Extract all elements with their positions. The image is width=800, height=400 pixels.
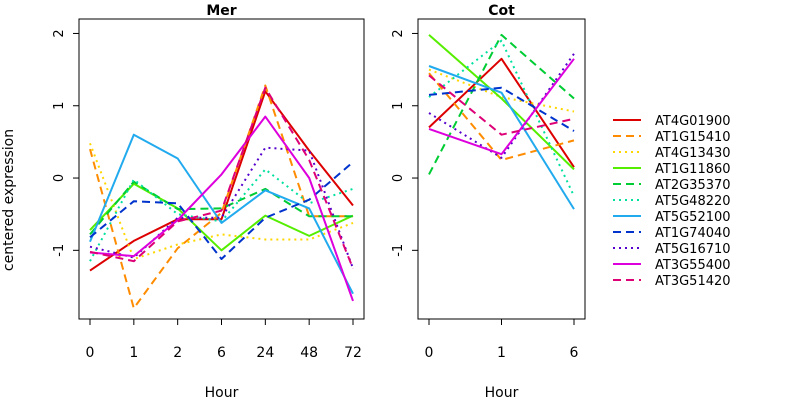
legend-label: AT2G35370 xyxy=(655,178,731,193)
legend-item: AT1G74040 xyxy=(613,226,731,241)
plot-frame-cot xyxy=(417,18,586,320)
legend-label: AT3G55400 xyxy=(655,258,731,273)
legend-label: AT4G13430 xyxy=(655,146,731,161)
legend-item: AT5G52100 xyxy=(613,210,731,225)
series-line-at3g55400-cot xyxy=(428,58,575,156)
legend-item: AT4G13430 xyxy=(613,146,731,161)
x-axis-label-cot: Hour xyxy=(485,385,519,400)
x-axis-cot: 0 1 6 xyxy=(425,319,579,361)
y-tick-label-mer: 0 xyxy=(52,174,67,182)
series-line-at1g15410-mer xyxy=(89,84,353,310)
series-line-at3g51420-cot xyxy=(428,74,575,136)
legend-item: AT1G15410 xyxy=(613,130,731,145)
series-lines-cot xyxy=(428,33,575,210)
x-tick-label-mer: 6 xyxy=(217,345,226,361)
plot-frame-mer xyxy=(78,18,365,320)
legend-label: AT5G16710 xyxy=(655,242,731,257)
y-tick-label-mer: -1 xyxy=(52,244,67,257)
x-tick-label-cot: 1 xyxy=(497,345,506,361)
series-line-at5g52100-cot xyxy=(428,65,575,210)
legend-label: AT5G52100 xyxy=(655,210,731,225)
legend-item: AT2G35370 xyxy=(613,178,731,193)
series-line-at1g11860-cot xyxy=(428,34,575,171)
y-tick-label-cot: 1 xyxy=(391,102,406,110)
y-tick-label-mer: 2 xyxy=(52,29,67,37)
legend-item: AT3G55400 xyxy=(613,258,731,273)
y-tick-label-cot: 2 xyxy=(391,29,406,37)
y-axis-mer: -1 0 1 2 xyxy=(52,29,79,257)
panel-title-cot: Cot xyxy=(488,3,515,19)
x-tick-label-mer: 0 xyxy=(86,345,95,361)
x-tick-label-cot: 6 xyxy=(570,345,579,361)
panel-mer: Mer -1 0 1 2 0 1 2 6 24 48 72 Hour xyxy=(52,3,365,400)
series-line-at3g51420-mer xyxy=(89,86,354,269)
series-line-at5g48220-cot xyxy=(428,39,575,197)
series-line-at5g52100-mer xyxy=(89,133,354,295)
x-tick-label-mer: 1 xyxy=(129,345,138,361)
x-tick-label-cot: 0 xyxy=(425,345,434,361)
series-line-at1g74040-mer xyxy=(89,161,354,260)
series-line-at5g16710-cot xyxy=(428,53,575,159)
panel-title-mer: Mer xyxy=(206,3,236,19)
y-axis-label: centered expression xyxy=(1,129,17,271)
series-line-at1g74040-cot xyxy=(428,86,575,132)
series-line-at3g55400-mer xyxy=(89,115,354,302)
legend-label: AT4G01900 xyxy=(655,114,731,129)
legend-label: AT1G15410 xyxy=(655,130,731,145)
x-axis-mer: 0 1 2 6 24 48 72 xyxy=(86,319,362,361)
series-line-at4g01900-cot xyxy=(428,57,575,168)
x-tick-label-mer: 72 xyxy=(344,345,362,361)
legend-label: AT1G74040 xyxy=(655,226,731,241)
legend-item: AT4G01900 xyxy=(613,114,731,129)
series-lines-mer xyxy=(89,84,354,310)
x-tick-label-mer: 48 xyxy=(300,345,318,361)
y-tick-label-mer: 1 xyxy=(52,102,67,110)
series-line-at2g35370-mer xyxy=(89,180,353,236)
series-line-at4g13430-mer xyxy=(89,142,354,260)
legend-label: AT3G51420 xyxy=(655,274,731,289)
y-tick-label-cot: 0 xyxy=(391,174,406,182)
y-tick-label-cot: -1 xyxy=(391,244,406,257)
x-tick-label-mer: 24 xyxy=(256,345,274,361)
legend: AT4G01900AT1G15410AT4G13430AT1G11860AT2G… xyxy=(613,114,731,289)
series-line-at2g35370-cot xyxy=(428,33,575,175)
series-line-at4g01900-mer xyxy=(89,90,354,272)
x-tick-label-mer: 2 xyxy=(173,345,182,361)
legend-label: AT1G11860 xyxy=(655,162,731,177)
series-line-at1g11860-mer xyxy=(89,182,354,252)
legend-item: AT5G16710 xyxy=(613,242,731,257)
legend-item: AT1G11860 xyxy=(613,162,731,177)
series-line-at4g13430-cot xyxy=(428,68,575,113)
y-axis-cot: -1 0 1 2 xyxy=(391,29,418,257)
legend-item: AT3G51420 xyxy=(613,274,731,289)
panel-cot: Cot -1 0 1 2 0 1 6 Hour xyxy=(391,3,586,400)
x-axis-label-mer: Hour xyxy=(205,385,239,400)
legend-label: AT5G48220 xyxy=(655,194,731,209)
legend-item: AT5G48220 xyxy=(613,194,731,209)
